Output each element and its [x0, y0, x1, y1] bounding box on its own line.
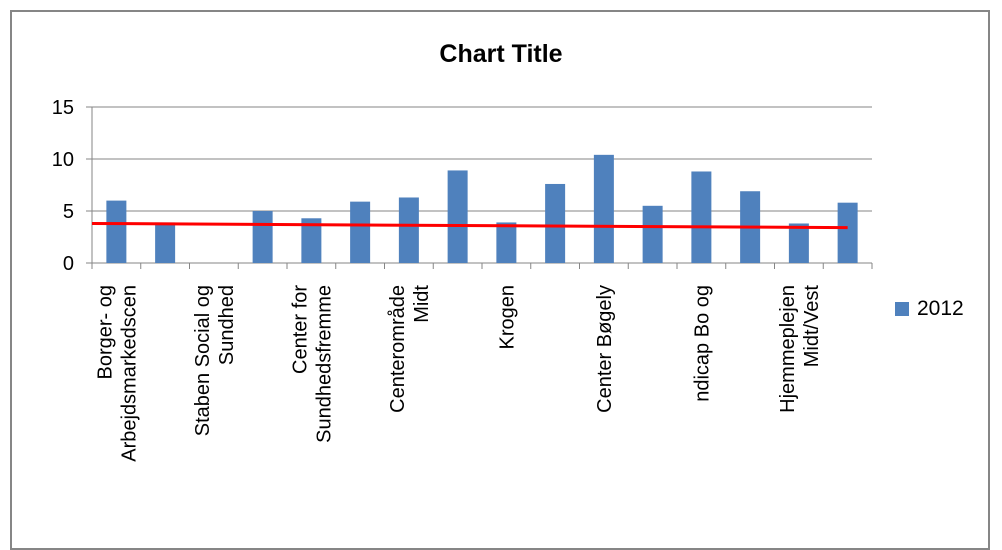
bar	[106, 200, 127, 263]
y-tick-label: 10	[52, 149, 74, 171]
x-category-label: Centerområde	[387, 285, 409, 413]
x-category-label: Midt/Vest	[801, 285, 823, 368]
bar	[545, 183, 566, 263]
x-category-label: Arbejdsmarkedscen	[118, 285, 140, 462]
trendline	[91, 221, 848, 230]
x-category-labels: Borger- og Arbejdsmarkedscen Staben Social…	[94, 285, 823, 462]
x-category-label: Sundhedsfremme	[313, 285, 335, 443]
x-category-label: Staben Social og	[192, 285, 214, 436]
legend-swatch	[895, 302, 909, 316]
bar	[350, 201, 371, 263]
x-category-label: Hjemmeplejen	[777, 285, 799, 413]
bar	[691, 171, 712, 263]
y-tick-label: 15	[52, 97, 74, 119]
bar	[593, 154, 614, 263]
trendline-segment	[91, 221, 848, 230]
y-tick-labels: 0 5 10 15	[52, 97, 74, 275]
bar	[398, 197, 419, 263]
bar	[301, 218, 322, 263]
y-tick-label: 0	[63, 253, 74, 275]
x-category-label: Krogen	[496, 285, 518, 350]
x-category-label: Center Bøgely	[594, 285, 616, 413]
bar-series	[106, 154, 858, 263]
x-category-label: Midt	[411, 285, 433, 323]
bar	[447, 170, 468, 263]
bar	[496, 222, 517, 263]
x-category-label: Center for	[289, 285, 311, 374]
y-tick-label: 5	[63, 201, 74, 223]
x-category-label: ndicap Bo og	[691, 285, 713, 402]
bar	[642, 205, 663, 263]
legend: 2012	[895, 297, 964, 321]
x-category-label: Borger- og	[94, 285, 116, 380]
bar-chart: 0 5 10 15 Borger- og Arbejdsmarkedscen Staben…	[52, 97, 873, 462]
bar	[837, 202, 858, 263]
bar	[155, 222, 176, 263]
chart-title: Chart Title	[439, 40, 563, 68]
x-category-label: Sundhed	[216, 285, 238, 365]
legend-label: 2012	[917, 297, 964, 320]
chart-frame	[10, 10, 990, 550]
bar	[788, 223, 809, 263]
bar	[252, 211, 273, 263]
